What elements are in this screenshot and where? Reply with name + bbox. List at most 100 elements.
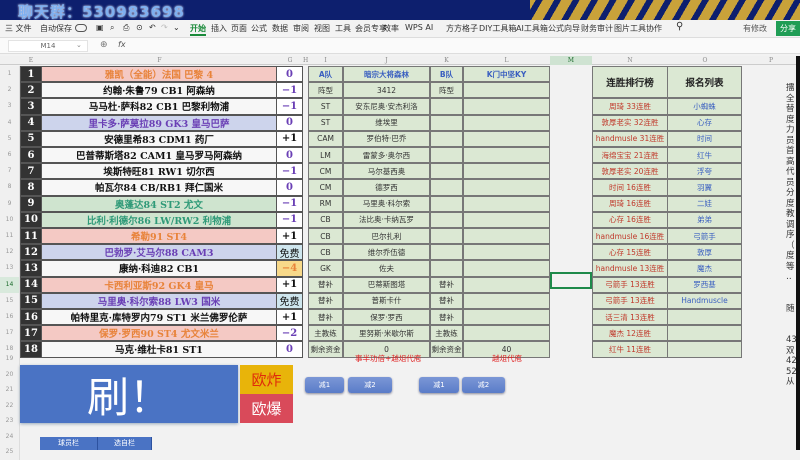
row-header[interactable]: 3 bbox=[0, 98, 20, 115]
player-name-cell[interactable]: 比利·利德尔86 LW/RW2 利物浦 bbox=[41, 211, 277, 228]
team-cell[interactable]: 40 bbox=[463, 341, 550, 358]
row-header[interactable]: 5 bbox=[0, 130, 20, 147]
player-value-cell[interactable]: +1 bbox=[276, 309, 303, 326]
player-name-cell[interactable]: 奥蓬达84 ST2 尤文 bbox=[41, 195, 277, 212]
player-value-cell[interactable]: −1 bbox=[276, 163, 303, 180]
team-cell[interactable] bbox=[430, 244, 463, 261]
ranking-item[interactable]: 弓箭手 13连胜 bbox=[592, 276, 668, 293]
column-header-l[interactable]: L bbox=[504, 57, 509, 64]
player-value-cell[interactable]: +1 bbox=[276, 130, 303, 147]
tab-11[interactable]: 方方格子 bbox=[446, 24, 478, 33]
name-box[interactable]: M14 bbox=[8, 40, 88, 52]
player-name-cell[interactable]: 希勒91 ST4 bbox=[41, 228, 277, 245]
column-header-h[interactable]: H bbox=[303, 57, 309, 64]
column-header-i[interactable]: I bbox=[324, 57, 327, 64]
team-cell[interactable]: GK bbox=[308, 260, 343, 277]
team-cell[interactable]: 替补 bbox=[430, 292, 463, 309]
row-header[interactable]: 12 bbox=[0, 244, 20, 261]
team-cell[interactable]: 德罗西 bbox=[343, 179, 430, 196]
ranking-item[interactable]: handmusle 31连胜 bbox=[592, 130, 668, 147]
team-b-minus2-button[interactable]: 减2 bbox=[462, 377, 505, 393]
ranking-item[interactable]: 周琦 33连胜 bbox=[592, 98, 668, 115]
team-cell[interactable]: CB bbox=[308, 211, 343, 228]
team-cell[interactable] bbox=[463, 260, 550, 277]
team-cell[interactable] bbox=[463, 179, 550, 196]
team-cell[interactable]: 佐夫 bbox=[343, 260, 430, 277]
ranking-item[interactable]: 弓箭手 13连胜 bbox=[592, 292, 668, 309]
player-name-cell[interactable]: 马里奥·科尔索88 LW3 国米 bbox=[41, 292, 277, 309]
player-value-cell[interactable]: −1 bbox=[276, 82, 303, 99]
team-cell[interactable]: ST bbox=[308, 114, 343, 131]
team-cell[interactable]: CM bbox=[308, 179, 343, 196]
tab-6[interactable]: 视图 bbox=[314, 24, 330, 33]
column-header-n[interactable]: N bbox=[627, 57, 633, 64]
column-header-e[interactable]: E bbox=[28, 57, 34, 64]
team-cell[interactable] bbox=[463, 244, 550, 261]
row-header[interactable]: 22 bbox=[0, 397, 20, 413]
team-cell[interactable] bbox=[430, 179, 463, 196]
tab-16[interactable]: 图片工具 bbox=[614, 24, 646, 33]
player-name-cell[interactable]: 埃斯特旺81 RW1 切尔西 bbox=[41, 163, 277, 180]
team-cell[interactable]: CM bbox=[308, 163, 343, 180]
team-cell[interactable]: 替补 bbox=[308, 276, 343, 293]
team-cell[interactable] bbox=[463, 82, 550, 99]
format-painter-icon[interactable]: ⌕ bbox=[110, 23, 115, 32]
team-cell[interactable]: 3412 bbox=[343, 82, 430, 99]
signup-item[interactable] bbox=[667, 341, 742, 358]
team-cell[interactable]: 剩余资金 bbox=[430, 341, 463, 358]
row-header[interactable]: 9 bbox=[0, 195, 20, 212]
team-cell[interactable] bbox=[463, 228, 550, 245]
team-cell[interactable]: 安东尼奥·安杰利洛 bbox=[343, 98, 430, 115]
team-cell[interactable]: 剩余资金 bbox=[308, 341, 343, 358]
fx-icon[interactable]: fx bbox=[118, 40, 126, 49]
ranking-item[interactable]: 心存 16连胜 bbox=[592, 211, 668, 228]
row-header[interactable]: 16 bbox=[0, 309, 20, 326]
row-header[interactable]: 20 bbox=[0, 366, 20, 382]
signup-item[interactable] bbox=[667, 309, 742, 326]
row-header[interactable]: 23 bbox=[0, 413, 20, 429]
team-cell[interactable] bbox=[430, 147, 463, 164]
player-name-cell[interactable]: 帕特里克·库特罗内79 ST1 米兰佛罗伦萨 bbox=[41, 309, 277, 326]
zoom-icon[interactable]: ⊕ bbox=[100, 40, 108, 50]
team-cell[interactable] bbox=[430, 195, 463, 212]
team-cell[interactable]: 普斯卡什 bbox=[343, 292, 430, 309]
team-cell[interactable] bbox=[430, 114, 463, 131]
signup-item[interactable]: 红牛 bbox=[667, 147, 742, 164]
ranking-item[interactable]: 心存 15连胜 bbox=[592, 244, 668, 261]
team-cell[interactable]: 维尔乔伍德 bbox=[343, 244, 430, 261]
tab-12[interactable]: DIY工具箱 bbox=[479, 24, 517, 33]
team-cell[interactable]: 主教练 bbox=[308, 325, 343, 342]
search-icon[interactable]: ⚲ bbox=[676, 21, 684, 32]
tab-7[interactable]: 工具 bbox=[335, 24, 351, 33]
vertical-scrollbar[interactable] bbox=[796, 56, 800, 450]
column-header-o[interactable]: O bbox=[702, 57, 708, 64]
ranking-item[interactable]: 海绵宝宝 21连胜 bbox=[592, 147, 668, 164]
team-cell[interactable] bbox=[463, 309, 550, 326]
player-value-cell[interactable]: 0 bbox=[276, 147, 303, 164]
team-cell[interactable]: 法比奥·卡纳瓦罗 bbox=[343, 211, 430, 228]
team-cell[interactable]: CB bbox=[308, 244, 343, 261]
player-name-cell[interactable]: 巴勃罗·艾马尔88 CAM3 bbox=[41, 244, 277, 261]
player-name-cell[interactable]: 马克·维杜卡81 ST1 bbox=[41, 341, 277, 358]
player-value-cell[interactable]: 免费 bbox=[276, 292, 303, 309]
team-cell[interactable]: RM bbox=[308, 195, 343, 212]
row-header[interactable]: 25 bbox=[0, 444, 20, 460]
tab-10[interactable]: WPS AI bbox=[405, 23, 434, 32]
player-value-cell[interactable]: +1 bbox=[276, 228, 303, 245]
player-value-cell[interactable]: 0 bbox=[276, 179, 303, 196]
ranking-item[interactable]: 话三清 13连胜 bbox=[592, 309, 668, 326]
team-b-minus1-button[interactable]: 减1 bbox=[419, 377, 459, 393]
team-cell[interactable]: CB bbox=[308, 228, 343, 245]
player-value-cell[interactable]: 0 bbox=[276, 66, 303, 83]
team-a-minus1-button[interactable]: 减1 bbox=[305, 377, 344, 393]
player-value-cell[interactable]: −1 bbox=[276, 195, 303, 212]
ranking-item[interactable]: 时间 16连胜 bbox=[592, 179, 668, 196]
row-header[interactable]: 4 bbox=[0, 114, 20, 131]
player-value-cell[interactable]: −4 bbox=[276, 260, 303, 277]
oubao-button[interactable]: 欧爆 bbox=[240, 394, 293, 423]
team-cell[interactable]: 马尔基西奥 bbox=[343, 163, 430, 180]
team-cell[interactable]: 替补 bbox=[430, 276, 463, 293]
team-cell[interactable]: 维埃里 bbox=[343, 114, 430, 131]
team-cell[interactable]: 阵型 bbox=[308, 82, 343, 99]
player-name-cell[interactable]: 里卡多·萨莫拉89 GK3 皇马巴萨 bbox=[41, 114, 277, 131]
